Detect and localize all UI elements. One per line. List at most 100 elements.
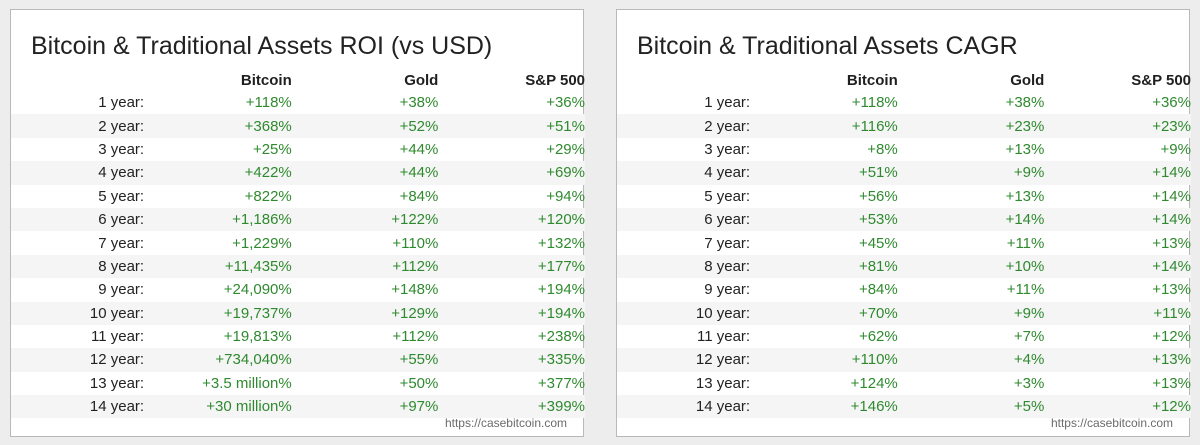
- gold-cell: +44%: [399, 140, 439, 158]
- period-cell: 4 year:: [11, 161, 145, 185]
- period-cell: 11 year:: [697, 328, 751, 346]
- sp500-cell: +177%: [438, 254, 585, 279]
- sp500-cell: +36%: [546, 94, 585, 112]
- gold-cell: +23%: [897, 114, 1045, 138]
- bitcoin-cell: +45%: [858, 234, 898, 252]
- sp500-cell: +9%: [1160, 140, 1191, 158]
- period-cell: 12 year:: [11, 348, 145, 372]
- bitcoin-cell: +51%: [750, 161, 898, 185]
- period-cell: 12 year:: [617, 348, 751, 372]
- sp500-cell: +12%: [1152, 328, 1191, 346]
- column-header-gold: Gold: [1010, 71, 1045, 89]
- gold-cell: +4%: [897, 348, 1045, 372]
- table-row: 1 year: +118% +38% +36%: [11, 91, 585, 114]
- table-row: 6 year: +1,186% +122% +120%: [11, 207, 585, 232]
- bitcoin-cell: +25%: [252, 140, 292, 158]
- gold-cell: +13%: [1005, 187, 1045, 205]
- sp500-cell: +194%: [438, 301, 585, 325]
- source-url: https://casebitcoin.com: [1050, 416, 1173, 430]
- sp500-cell: +51%: [438, 114, 585, 138]
- table-row: 13 year: +124% +3% +13%: [617, 372, 1191, 395]
- cagr-table: Bitcoin Gold S&P 500 1 year: +118% +38% +36…: [617, 69, 1191, 419]
- source-url: https://casebitcoin.com: [444, 416, 567, 430]
- column-header-bitcoin: Bitcoin: [240, 71, 292, 89]
- gold-cell: +122%: [291, 207, 439, 232]
- table-row: 5 year: +822% +84% +94%: [11, 185, 585, 208]
- bitcoin-cell: +11,435%: [144, 254, 292, 279]
- sp500-cell: +399%: [438, 395, 585, 419]
- bitcoin-cell: +116%: [750, 114, 898, 138]
- column-header-sp500: S&P 500: [1131, 71, 1191, 89]
- table-row: 2 year: +368% +52% +51%: [11, 114, 585, 138]
- table-row: 9 year: +84% +11% +13%: [617, 278, 1191, 301]
- sp500-cell: +11%: [1044, 301, 1191, 325]
- cagr-panel: Bitcoin & Traditional Assets CAGR Bitcoi…: [616, 9, 1191, 437]
- bitcoin-cell: +62%: [858, 328, 898, 346]
- sp500-cell: +14%: [1152, 187, 1191, 205]
- table-row: 11 year: +62% +7% +12%: [617, 325, 1191, 348]
- period-cell: 5 year:: [704, 187, 751, 205]
- sp500-cell: +238%: [537, 328, 585, 346]
- period-cell: 9 year:: [98, 281, 145, 299]
- roi-table: Bitcoin Gold S&P 500 1 year: +118% +38% +36…: [11, 69, 585, 419]
- gold-cell: +7%: [1013, 328, 1045, 346]
- gold-cell: +52%: [291, 114, 439, 138]
- sp500-cell: +13%: [1152, 374, 1191, 392]
- period-cell: 3 year:: [98, 140, 145, 158]
- sp500-cell: +13%: [1044, 348, 1191, 372]
- sp500-cell: +23%: [1044, 114, 1191, 138]
- bitcoin-cell: +1,229%: [232, 234, 292, 252]
- period-cell: 7 year:: [98, 234, 145, 252]
- table-row: 13 year: +3.5 million% +50% +377%: [11, 372, 585, 395]
- table-row: 12 year: +110% +4% +13%: [617, 348, 1191, 372]
- period-cell: 8 year:: [11, 254, 145, 279]
- gold-cell: +13%: [1005, 140, 1045, 158]
- sp500-cell: +377%: [537, 374, 585, 392]
- table-row: 7 year: +1,229% +110% +132%: [11, 231, 585, 254]
- gold-cell: +14%: [897, 207, 1045, 232]
- column-header-bitcoin: Bitcoin: [846, 71, 898, 89]
- period-cell: 1 year:: [98, 94, 145, 112]
- bitcoin-cell: +30 million%: [144, 395, 292, 419]
- sp500-cell: +29%: [546, 140, 585, 158]
- table-row: 8 year: +81% +10% +14%: [617, 254, 1191, 279]
- bitcoin-cell: +118%: [245, 94, 292, 112]
- period-cell: 11 year:: [91, 328, 145, 346]
- bitcoin-cell: +734,040%: [144, 348, 292, 372]
- table-row: 8 year: +11,435% +112% +177%: [11, 254, 585, 279]
- table-row: 4 year: +422% +44% +69%: [11, 161, 585, 185]
- period-cell: 6 year:: [617, 207, 751, 232]
- bitcoin-cell: +110%: [750, 348, 898, 372]
- gold-cell: +55%: [291, 348, 439, 372]
- period-cell: 2 year:: [617, 114, 751, 138]
- sp500-cell: +14%: [1044, 254, 1191, 279]
- sp500-cell: +36%: [1152, 94, 1191, 112]
- gold-cell: +84%: [399, 187, 439, 205]
- column-header-period: [617, 69, 750, 91]
- period-cell: 4 year:: [617, 161, 751, 185]
- period-cell: 5 year:: [98, 187, 145, 205]
- sp500-cell: +194%: [537, 281, 585, 299]
- table-row: 10 year: +70% +9% +11%: [617, 301, 1191, 325]
- bitcoin-cell: +146%: [750, 395, 898, 419]
- table-row: 5 year: +56% +13% +14%: [617, 185, 1191, 208]
- bitcoin-cell: +81%: [750, 254, 898, 279]
- gold-cell: +11%: [1006, 281, 1045, 299]
- gold-cell: +11%: [1006, 234, 1045, 252]
- bitcoin-cell: +368%: [144, 114, 292, 138]
- gold-cell: +38%: [399, 94, 439, 112]
- period-cell: 13 year:: [89, 374, 145, 392]
- column-header-sp500: S&P 500: [525, 71, 585, 89]
- panel-title: Bitcoin & Traditional Assets CAGR: [637, 32, 1018, 60]
- gold-cell: +38%: [1005, 94, 1045, 112]
- table-row: 1 year: +118% +38% +36%: [617, 91, 1191, 114]
- bitcoin-cell: +56%: [858, 187, 898, 205]
- sp500-cell: +94%: [546, 187, 585, 205]
- period-cell: 10 year:: [11, 301, 145, 325]
- bitcoin-cell: +24,090%: [223, 281, 292, 299]
- bitcoin-cell: +8%: [867, 140, 898, 158]
- bitcoin-cell: +422%: [144, 161, 292, 185]
- bitcoin-cell: +118%: [851, 94, 898, 112]
- bitcoin-cell: +84%: [858, 281, 898, 299]
- gold-cell: +112%: [291, 254, 439, 279]
